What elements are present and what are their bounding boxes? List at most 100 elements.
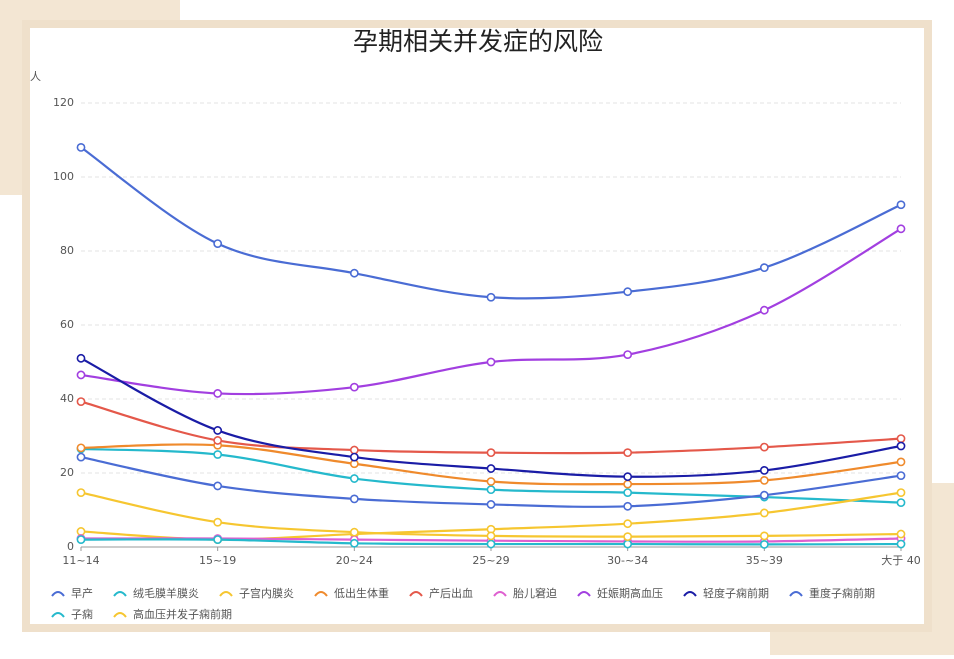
x-tick-label: 35~39 [746, 554, 783, 567]
point [349, 538, 359, 548]
legend-icon [789, 591, 803, 597]
point [896, 539, 906, 549]
point [896, 498, 906, 507]
point [76, 535, 86, 544]
point [213, 436, 223, 445]
point [213, 535, 223, 544]
point [623, 287, 633, 297]
x-tick-label: 20~24 [336, 554, 373, 567]
point [213, 517, 223, 527]
y-tick-label: 120 [53, 96, 74, 109]
y-tick-label: 80 [60, 244, 74, 257]
point [623, 539, 633, 549]
point [759, 263, 769, 273]
point [486, 357, 496, 367]
x-tick-label: 15~19 [199, 554, 236, 567]
point [896, 529, 906, 539]
point [759, 508, 769, 518]
legend-label: 子宫内膜炎 [239, 586, 294, 600]
y-tick-label: 60 [60, 318, 74, 331]
legend-label: 妊娠期高血压 [597, 586, 663, 600]
point [759, 490, 769, 500]
legend-label: 子痫 [71, 607, 93, 621]
point [213, 481, 223, 491]
point [76, 452, 86, 462]
x-tick-label: 25~29 [472, 554, 509, 567]
point [896, 441, 906, 451]
card [22, 20, 932, 632]
point [623, 519, 633, 529]
legend-label: 胎儿窘迫 [513, 586, 557, 600]
chart-title: 孕期相关并发症的风险 [353, 27, 603, 56]
legend-icon [113, 591, 127, 597]
y-tick-label: 40 [60, 392, 74, 405]
legend-icon [314, 591, 328, 597]
point [486, 531, 496, 541]
y-tick-label: 100 [53, 170, 74, 183]
y-axis-label: 人 [30, 70, 41, 83]
point [349, 474, 359, 483]
point [486, 448, 496, 458]
point [623, 501, 633, 511]
point [896, 434, 906, 443]
legend-icon [51, 591, 65, 597]
point [623, 532, 633, 542]
point [896, 488, 906, 498]
point [76, 443, 86, 453]
point [213, 450, 223, 459]
point [76, 488, 86, 498]
point [349, 494, 359, 504]
point [76, 142, 86, 152]
point [213, 239, 223, 248]
point [486, 500, 496, 509]
point [623, 472, 633, 482]
point [213, 426, 223, 435]
point [623, 448, 633, 458]
legend-icon [113, 612, 127, 618]
point [759, 531, 769, 541]
point [486, 292, 496, 302]
legend-label: 低出生体重 [334, 586, 389, 600]
point [486, 464, 496, 473]
point [349, 382, 359, 392]
legend-label: 轻度子痫前期 [703, 586, 769, 600]
y-tick-label: 20 [60, 466, 74, 479]
point [759, 540, 769, 549]
point [486, 477, 496, 486]
legend-label: 早产 [71, 586, 93, 600]
point [76, 397, 86, 406]
point [623, 479, 633, 489]
legend-label: 重度子痫前期 [809, 586, 875, 600]
point [486, 485, 496, 495]
point [213, 389, 223, 398]
point [896, 457, 906, 467]
legend-label: 高血压并发子痫前期 [133, 607, 232, 621]
point [896, 200, 906, 210]
legend-label: 绒毛膜羊膜炎 [133, 586, 199, 600]
point [896, 224, 906, 234]
point [76, 370, 86, 380]
legend-icon [409, 591, 423, 597]
point [76, 353, 86, 363]
point [623, 488, 633, 498]
point [759, 466, 769, 475]
point [759, 442, 769, 452]
point [759, 305, 769, 315]
legend-icon [577, 591, 591, 597]
point [623, 350, 633, 359]
legend-label: 产后出血 [429, 586, 473, 600]
legend-icon [51, 612, 65, 618]
legend-icon [219, 591, 233, 597]
point [486, 539, 496, 549]
legend-icon [493, 591, 507, 597]
point [349, 445, 359, 455]
point [349, 268, 359, 278]
point [349, 527, 359, 537]
point [896, 471, 906, 480]
legend-icon [683, 591, 697, 597]
x-tick-label: 11~14 [62, 554, 99, 567]
y-tick-label: 0 [67, 540, 74, 553]
point [76, 527, 86, 536]
x-tick-label: 大于 40 [881, 553, 921, 567]
